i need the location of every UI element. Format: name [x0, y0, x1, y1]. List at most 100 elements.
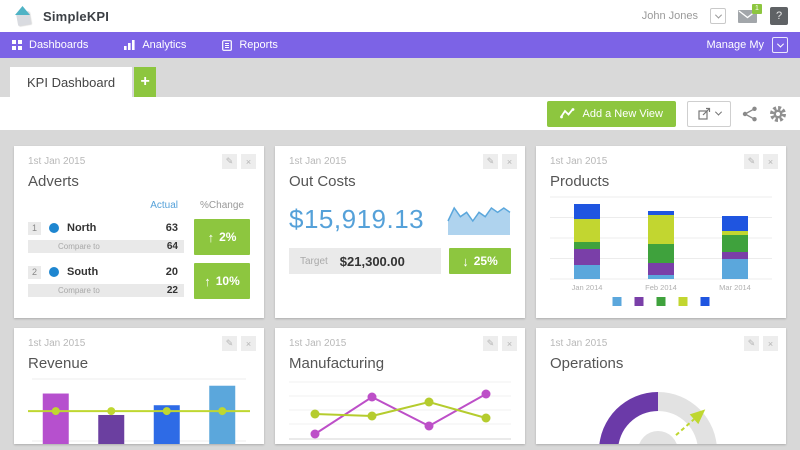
card-title: Adverts	[28, 173, 79, 190]
reports-document-icon	[222, 39, 233, 51]
card-products: 1st Jan 2015 ✎ × Products Jan 2014 Feb 20…	[536, 146, 786, 318]
card-date: 1st Jan 2015	[28, 338, 86, 349]
svg-text:Feb 2014: Feb 2014	[645, 283, 677, 292]
change-value: 2%	[219, 230, 237, 244]
notification-badge: 1	[752, 3, 762, 14]
kpi-actual-value: 63	[165, 222, 178, 234]
card-date: 1st Jan 2015	[289, 338, 347, 349]
change-value: 10%	[215, 274, 240, 288]
series-dot-icon	[49, 223, 59, 233]
nav-item-analytics[interactable]: Analytics	[124, 39, 186, 51]
arrow-down-icon: ↓	[462, 253, 469, 269]
messages-icon[interactable]: 1	[738, 3, 762, 24]
tab-kpi-dashboard[interactable]: KPI Dashboard	[10, 67, 133, 97]
edit-icon[interactable]: ✎	[483, 154, 498, 169]
edit-icon[interactable]: ✎	[744, 336, 759, 351]
kpi-name: North	[67, 222, 97, 234]
arrow-up-icon: ↑	[207, 229, 215, 245]
compare-value: 22	[166, 285, 178, 296]
svg-text:Jan 2014: Jan 2014	[572, 283, 603, 292]
target-value: $21,300.00	[339, 253, 405, 269]
main-nav: Dashboards Analytics Reports Manage My	[0, 32, 800, 58]
operations-gauge-chart	[599, 392, 717, 444]
target-bar: Target $21,300.00	[289, 248, 441, 274]
card-actions: ✎ ×	[222, 336, 256, 351]
add-new-view-button[interactable]: Add a New View	[547, 100, 676, 127]
chevron-down-icon	[714, 11, 722, 19]
share-icon[interactable]	[742, 106, 758, 122]
analytics-bars-icon	[124, 40, 135, 50]
card-date: 1st Jan 2015	[28, 156, 86, 167]
edit-icon[interactable]: ✎	[483, 336, 498, 351]
close-icon[interactable]: ×	[502, 336, 517, 351]
close-icon[interactable]: ×	[502, 154, 517, 169]
add-new-view-label: Add a New View	[582, 107, 663, 120]
card-title: Operations	[550, 355, 624, 372]
manage-my-dropdown-button[interactable]	[772, 37, 788, 53]
series-dot-icon	[49, 267, 59, 277]
card-out-costs: 1st Jan 2015 ✎ × Out Costs $15,919.13 Ta…	[275, 146, 525, 318]
card-revenue: 1st Jan 2015 ✎ × Revenue	[14, 328, 264, 444]
edit-icon[interactable]: ✎	[744, 154, 759, 169]
products-stacked-bar-chart: Jan 2014 Feb 2014 Mar 2014	[550, 196, 772, 306]
column-actual: Actual	[150, 200, 178, 211]
revenue-bar-chart	[28, 378, 250, 444]
export-icon	[697, 107, 710, 120]
add-dashboard-tab-button[interactable]: +	[134, 67, 157, 97]
card-adverts: 1st Jan 2015 ✎ × Adverts Actual %Change …	[14, 146, 264, 318]
manage-my-menu[interactable]: Manage My	[707, 37, 788, 53]
card-actions: ✎ ×	[744, 154, 778, 169]
nav-item-dashboards[interactable]: Dashboards	[12, 39, 88, 51]
compare-value: 64	[166, 241, 178, 252]
out-costs-value: $15,919.13	[289, 204, 425, 234]
dashboard-toolbar: Add a New View	[0, 97, 800, 130]
change-badge: ↑ 2%	[194, 219, 250, 255]
kpi-actual-value: 20	[165, 266, 178, 278]
card-manufacturing: 1st Jan 2015 ✎ × Manufacturing	[275, 328, 525, 444]
nav-item-label: Analytics	[142, 39, 187, 51]
out-costs-sparkline	[447, 206, 511, 235]
change-value: 25%	[473, 254, 498, 268]
close-icon[interactable]: ×	[763, 154, 778, 169]
new-view-zigzag-icon	[560, 108, 575, 119]
card-actions: ✎ ×	[222, 154, 256, 169]
card-date: 1st Jan 2015	[550, 156, 608, 167]
user-menu-button[interactable]	[710, 8, 726, 24]
nav-item-label: Dashboards	[29, 39, 89, 51]
edit-icon[interactable]: ✎	[222, 154, 237, 169]
edit-icon[interactable]: ✎	[222, 336, 237, 351]
settings-gear-icon[interactable]	[769, 105, 787, 123]
target-row: Target $21,300.00 ↓ 25%	[289, 248, 511, 274]
nav-item-reports[interactable]: Reports	[222, 39, 278, 51]
tab-strip: KPI Dashboard +	[0, 58, 800, 97]
dashboard-grid: 1st Jan 2015 ✎ × Adverts Actual %Change …	[0, 130, 800, 444]
kpi-name: South	[67, 266, 99, 278]
kpi-row-north: 1 North 63 Compare to 64 ↑ 2%	[28, 219, 250, 255]
help-button[interactable]: ?	[770, 7, 788, 25]
kpi-row-south: 2 South 20 Compare to 22 ↑ 10%	[28, 263, 250, 299]
user-name: John Jones	[641, 10, 698, 22]
card-title: Products	[550, 173, 610, 190]
manufacturing-line-chart	[289, 381, 511, 440]
card-actions: ✎ ×	[483, 154, 517, 169]
close-icon[interactable]: ×	[241, 336, 256, 351]
adverts-column-headers: Actual %Change	[28, 200, 250, 211]
export-button[interactable]	[687, 100, 731, 127]
change-badge: ↓ 25%	[449, 248, 511, 274]
dashboards-grid-icon	[12, 40, 22, 50]
brand-name: SimpleKPI	[43, 8, 110, 24]
card-title: Out Costs	[289, 173, 356, 190]
compare-label: Compare to	[58, 242, 100, 251]
arrow-up-icon: ↑	[204, 273, 211, 289]
chevron-down-icon	[714, 108, 722, 116]
compare-label: Compare to	[58, 286, 100, 295]
close-icon[interactable]: ×	[241, 154, 256, 169]
row-index: 1	[28, 221, 41, 235]
top-right-controls: John Jones 1 ?	[641, 3, 788, 25]
card-operations: 1st Jan 2015 ✎ × Operations	[536, 328, 786, 444]
row-index: 2	[28, 265, 41, 279]
card-title: Manufacturing	[289, 355, 385, 372]
close-icon[interactable]: ×	[763, 336, 778, 351]
nav-item-label: Reports	[239, 39, 278, 51]
